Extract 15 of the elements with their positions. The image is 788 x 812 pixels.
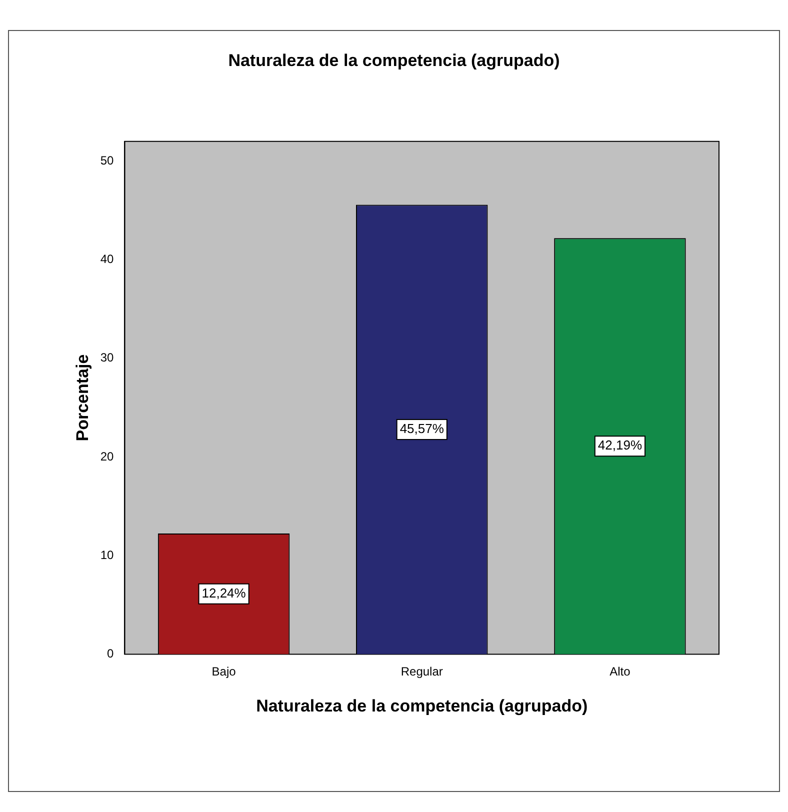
y-tick-label: 20 bbox=[100, 449, 114, 464]
y-tick-label: 0 bbox=[107, 646, 114, 661]
data-label: 45,57% bbox=[400, 421, 444, 436]
x-axis-title: Naturaleza de la competencia (agrupado) bbox=[256, 696, 588, 716]
y-tick-label: 40 bbox=[100, 252, 114, 266]
x-tick-label: Alto bbox=[610, 664, 631, 679]
data-label: 12,24% bbox=[202, 585, 246, 600]
data-label: 42,19% bbox=[598, 438, 642, 453]
chart-title: Naturaleza de la competencia (agrupado) bbox=[228, 50, 560, 70]
y-tick-label: 50 bbox=[100, 153, 114, 168]
x-tick-label: Bajo bbox=[212, 664, 236, 679]
y-axis-title: Porcentaje bbox=[72, 354, 92, 442]
y-tick-label: 30 bbox=[100, 350, 114, 365]
x-tick-label: Regular bbox=[400, 664, 443, 679]
y-tick-label: 10 bbox=[100, 548, 114, 562]
